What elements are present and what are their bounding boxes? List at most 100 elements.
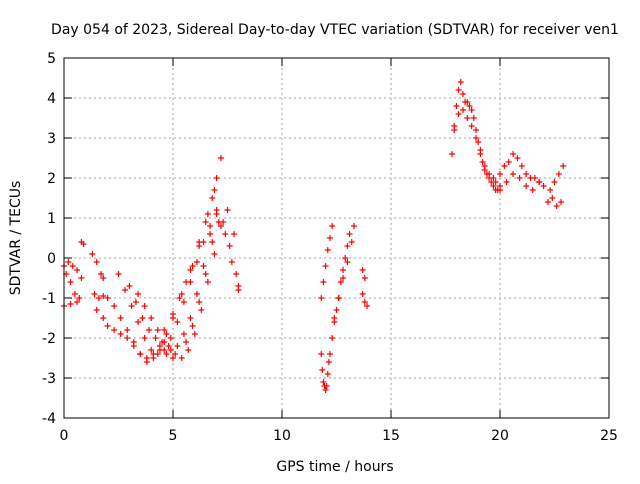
data-point bbox=[196, 239, 203, 245]
x-tick-label: 5 bbox=[169, 428, 178, 444]
data-point bbox=[174, 319, 181, 325]
data-points bbox=[61, 79, 567, 393]
data-point bbox=[163, 351, 170, 357]
data-point bbox=[204, 279, 211, 285]
series-arc-15 bbox=[318, 223, 336, 301]
data-point bbox=[325, 359, 332, 365]
data-point bbox=[497, 187, 503, 193]
data-point bbox=[165, 343, 172, 349]
y-tick-label: -3 bbox=[42, 371, 56, 387]
series-arc-23 bbox=[547, 163, 567, 193]
data-point bbox=[473, 135, 480, 141]
series-arc-8 bbox=[104, 155, 224, 365]
data-point bbox=[333, 307, 340, 313]
data-point bbox=[486, 171, 493, 177]
data-point bbox=[523, 171, 530, 177]
data-point bbox=[510, 171, 517, 177]
data-point bbox=[89, 251, 96, 257]
data-point bbox=[323, 383, 330, 389]
series-arc-6 bbox=[91, 291, 107, 301]
data-point bbox=[459, 107, 466, 113]
data-point bbox=[510, 151, 517, 157]
data-point bbox=[167, 347, 174, 353]
y-tick-label: -2 bbox=[42, 331, 56, 347]
series-arc-5 bbox=[89, 251, 107, 281]
data-point bbox=[207, 223, 214, 229]
y-tick-label: 2 bbox=[47, 171, 56, 187]
y-tick-label: 5 bbox=[47, 51, 56, 67]
data-point bbox=[211, 187, 218, 193]
data-point bbox=[324, 371, 331, 377]
data-point bbox=[100, 315, 107, 321]
data-point bbox=[124, 335, 131, 341]
data-point bbox=[95, 295, 102, 301]
data-point bbox=[80, 241, 87, 247]
data-point bbox=[126, 283, 133, 289]
data-point bbox=[198, 307, 205, 313]
data-point bbox=[477, 151, 484, 157]
data-point bbox=[122, 287, 129, 293]
data-point bbox=[139, 315, 146, 321]
data-point bbox=[187, 279, 194, 285]
x-axis-label: GPS time / hours bbox=[276, 459, 393, 475]
data-point bbox=[466, 103, 473, 109]
data-point bbox=[148, 347, 155, 353]
data-point bbox=[67, 301, 74, 307]
data-point bbox=[331, 315, 338, 321]
data-point bbox=[152, 335, 159, 341]
data-point bbox=[329, 223, 336, 229]
data-point bbox=[523, 183, 530, 189]
data-point bbox=[154, 327, 161, 333]
data-point bbox=[337, 279, 344, 285]
data-point bbox=[202, 271, 209, 277]
data-point bbox=[516, 175, 523, 181]
y-tick-label: 1 bbox=[47, 211, 56, 227]
data-point bbox=[111, 327, 118, 333]
series-arc-18 bbox=[359, 267, 368, 281]
chart-title: Day 054 of 2023, Sidereal Day-to-day VTE… bbox=[51, 22, 619, 38]
data-point bbox=[207, 231, 214, 237]
data-point bbox=[104, 295, 111, 301]
grid-lines bbox=[64, 58, 609, 418]
data-point bbox=[161, 339, 168, 345]
data-point bbox=[137, 351, 144, 357]
data-point bbox=[342, 255, 349, 261]
data-point bbox=[196, 299, 203, 305]
y-tick-label: -4 bbox=[42, 411, 56, 427]
data-point bbox=[364, 303, 371, 309]
data-point bbox=[74, 299, 81, 305]
series-arc-13 bbox=[161, 187, 218, 333]
data-point bbox=[233, 271, 240, 277]
data-point bbox=[183, 339, 190, 345]
data-point bbox=[189, 263, 196, 269]
data-point bbox=[348, 239, 355, 245]
data-point bbox=[464, 99, 471, 105]
data-point bbox=[156, 343, 163, 349]
y-tick-label: -1 bbox=[42, 291, 56, 307]
data-point bbox=[558, 199, 565, 205]
data-point bbox=[187, 315, 194, 321]
data-point bbox=[76, 295, 83, 301]
data-point bbox=[200, 263, 207, 269]
data-point bbox=[132, 299, 139, 305]
data-point bbox=[178, 355, 185, 361]
data-point bbox=[217, 223, 224, 229]
data-point bbox=[154, 351, 161, 357]
data-point bbox=[167, 335, 174, 341]
series-arc-24 bbox=[544, 195, 556, 205]
data-point bbox=[455, 87, 462, 93]
data-point bbox=[518, 163, 525, 169]
data-point bbox=[226, 243, 233, 249]
data-point bbox=[135, 291, 142, 297]
data-point bbox=[135, 319, 142, 325]
data-point bbox=[209, 239, 216, 245]
data-point bbox=[67, 279, 74, 285]
data-point bbox=[176, 295, 183, 301]
data-point bbox=[359, 291, 366, 297]
data-point bbox=[111, 303, 118, 309]
y-axis-label: SDTVAR / TECUs bbox=[8, 181, 24, 296]
data-point bbox=[231, 231, 238, 237]
data-point bbox=[505, 159, 512, 165]
